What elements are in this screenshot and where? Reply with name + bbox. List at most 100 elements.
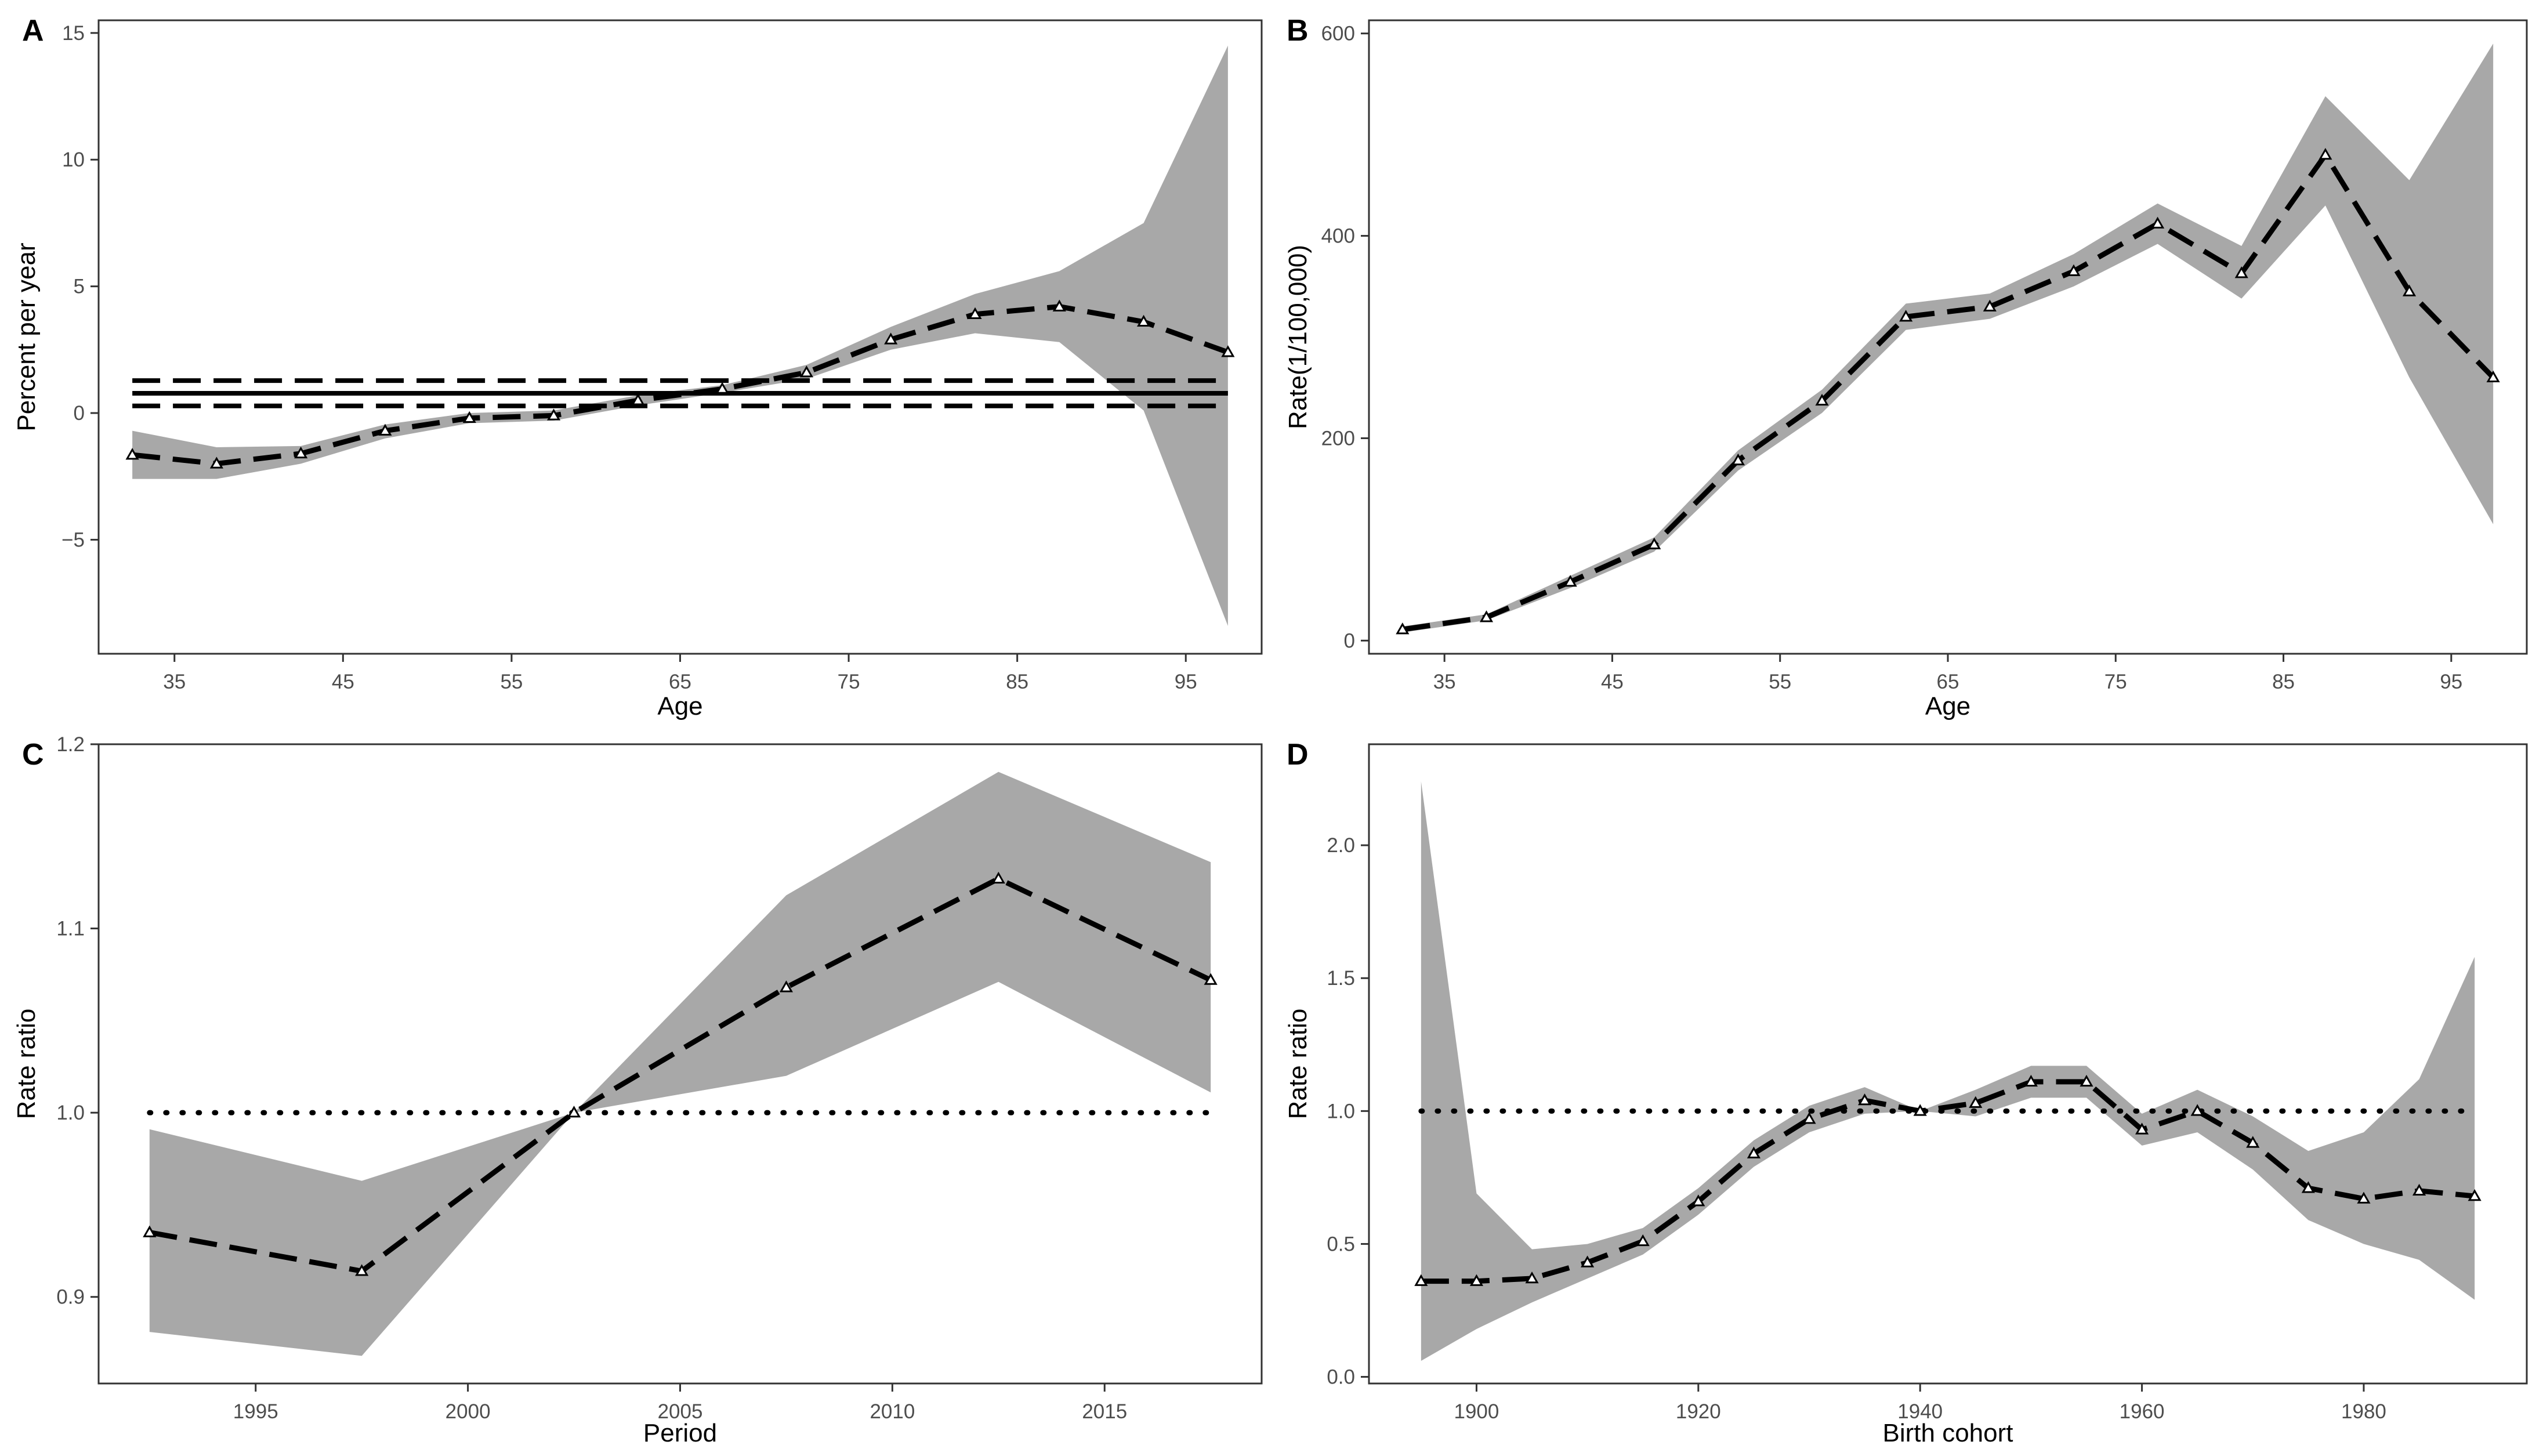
panel-d-frame xyxy=(1368,743,2528,1385)
panel-d-y-tick-label: 0.5 xyxy=(1327,1233,1355,1255)
panel-d-data-point xyxy=(2246,1136,2260,1148)
panel-b-y-tick-label: 400 xyxy=(1321,225,1355,248)
panel-b-confidence-band xyxy=(1402,44,2494,633)
panel-d-confidence-band xyxy=(1421,781,2475,1361)
panel-b-y-axis-title: Rate(1/100,000) xyxy=(1284,245,1312,429)
panel-a-y-tick-label: 5 xyxy=(74,276,85,298)
panel-d-y-tick-label: 2.0 xyxy=(1327,834,1355,857)
panel-a-data-point xyxy=(1137,314,1151,327)
panel-a-y-tick-label: −5 xyxy=(61,528,85,551)
panel-a-estimate-line xyxy=(132,304,1229,466)
panel-d-data-point xyxy=(1691,1194,1705,1207)
panel-b-x-axis-title: Age xyxy=(1925,692,1970,720)
panel-d-x-tick-label: 1940 xyxy=(1897,1400,1943,1423)
panel-d-data-point xyxy=(1802,1112,1816,1124)
panel-d-data-point xyxy=(1525,1271,1539,1284)
panel-b-data-point xyxy=(2067,264,2081,276)
panel-d-data-point xyxy=(2024,1074,2038,1087)
panel-a-data-point xyxy=(884,332,898,345)
panel-b-data-point xyxy=(1983,299,1997,312)
panel-c-y-tick-label: 1.1 xyxy=(56,918,85,940)
panel-c-tag: C xyxy=(22,738,44,772)
panel-b-data-point xyxy=(1479,610,1494,622)
panel-c-data-point xyxy=(1204,973,1218,985)
panel-a-y-tick-label: 0 xyxy=(74,402,85,425)
panel-b-x-tick-label: 85 xyxy=(2272,671,2295,693)
panel-b-frame xyxy=(1368,19,2528,655)
panel-b-data-point xyxy=(2151,216,2165,229)
panel-c-x-tick-label: 2010 xyxy=(870,1400,915,1423)
panel-a-y-tick-label: 15 xyxy=(62,22,85,45)
panel-d: 1900 1920 1940 1960 1980 0.0 0.5 1.0 1.5 2.0 Birth… xyxy=(1284,738,2528,1447)
panel-c-x-tick-label: 2015 xyxy=(1082,1400,1127,1423)
panel-d-data-point xyxy=(1414,1274,1428,1286)
panel-c-data-point xyxy=(567,1106,581,1118)
panel-c-data-point xyxy=(355,1264,369,1276)
panel-a-x-tick-label: 75 xyxy=(838,671,860,693)
panel-a-x-axis-title: Age xyxy=(657,692,702,720)
panel-b-data-point xyxy=(1563,575,1577,587)
panel-a-data-point xyxy=(209,457,223,469)
panel-b-data-point xyxy=(2234,266,2248,278)
panel-a-data-point xyxy=(378,423,392,436)
panel-c-y-axis-title: Rate ratio xyxy=(12,1009,41,1120)
panel-c-confidence-band xyxy=(149,772,1211,1356)
panel-d-tag: D xyxy=(1287,738,1309,772)
panel-b: 35 45 55 65 75 85 95 0 200 400 600 Age Rate(1/100,00… xyxy=(1284,14,2528,720)
panel-b-data-point xyxy=(1647,537,1661,549)
panel-a-data-point xyxy=(799,365,814,378)
panel-d-x-tick-label: 1900 xyxy=(1454,1400,1499,1423)
panel-d-x-axis-title: Birth cohort xyxy=(1883,1419,2013,1447)
panel-b-x-tick-label: 55 xyxy=(1769,671,1791,693)
panel-d-data-point xyxy=(1469,1274,1484,1286)
panel-d-estimate-line xyxy=(1421,1079,2475,1284)
panel-d-data-point xyxy=(2080,1074,2093,1087)
panel-c-y-tick-label: 1.0 xyxy=(56,1102,85,1124)
panel-d-y-tick-label: 1.0 xyxy=(1327,1100,1355,1122)
panel-b-data-point xyxy=(1815,393,1829,406)
panel-d-y-tick-label: 1.5 xyxy=(1327,967,1355,990)
panel-d-data-point xyxy=(1969,1096,1983,1108)
panel-b-data-point xyxy=(1396,622,1410,635)
panel-b-data-point xyxy=(2486,370,2500,383)
panel-d-data-point xyxy=(1747,1146,1761,1158)
panel-b-y-tick-label: 200 xyxy=(1321,427,1355,450)
panel-b-x-tick-label: 95 xyxy=(2440,671,2462,693)
panel-b-tag: B xyxy=(1287,14,1309,48)
panel-d-data-point xyxy=(1581,1255,1595,1267)
panel-b-estimate-line xyxy=(1402,152,2495,632)
panel-d-data-point xyxy=(2190,1104,2204,1116)
panel-d-data-point xyxy=(2412,1183,2426,1196)
panel-a-data-point xyxy=(294,446,308,459)
panel-a-x-tick-label: 55 xyxy=(500,671,523,693)
panel-c-data-point xyxy=(779,980,794,993)
panel-b-data-point xyxy=(2402,284,2417,296)
panel-d-data-point xyxy=(2468,1189,2482,1201)
panel-b-x-tick-label: 65 xyxy=(1937,671,1959,693)
panel-d-data-point xyxy=(2357,1191,2371,1204)
panel-a-y-tick-label: 10 xyxy=(62,149,85,171)
panel-a-data-point xyxy=(715,382,729,394)
panel-a-data-point xyxy=(968,307,982,319)
panel-a-x-tick-label: 95 xyxy=(1175,671,1197,693)
panel-a-x-tick-label: 65 xyxy=(669,671,691,693)
panel-c-estimate-line xyxy=(149,876,1212,1274)
panel-a-data-point xyxy=(1221,345,1235,357)
panel-d-x-tick-label: 1980 xyxy=(2341,1400,2386,1423)
panel-b-y-tick-label: 600 xyxy=(1321,23,1355,45)
panel-c-y-tick-label: 1.2 xyxy=(56,733,85,756)
panel-a-confidence-band xyxy=(132,45,1228,626)
panel-a: 35 45 55 65 75 85 95 −5 0 5 10 15 Age Percent per yea… xyxy=(12,14,1263,720)
panel-b-data-point xyxy=(1731,453,1745,466)
panel-d-data-point xyxy=(1913,1104,1927,1116)
panel-c-x-tick-label: 1995 xyxy=(233,1400,278,1423)
panel-c-data-point xyxy=(991,871,1005,884)
panel-a-data-point xyxy=(1052,299,1066,312)
panel-d-x-tick-label: 1960 xyxy=(2120,1400,2165,1423)
panel-b-y-tick-label: 0 xyxy=(1344,629,1355,652)
panel-a-data-point xyxy=(125,448,139,460)
panel-b-x-tick-label: 45 xyxy=(1601,671,1624,693)
panel-b-x-tick-label: 35 xyxy=(1433,671,1456,693)
panel-c-x-axis-title: Period xyxy=(643,1419,717,1447)
panel-c-data-point xyxy=(143,1225,157,1237)
